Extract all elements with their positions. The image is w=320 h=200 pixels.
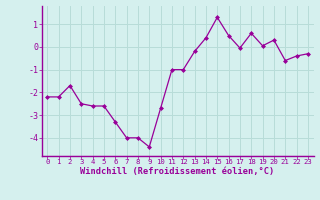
X-axis label: Windchill (Refroidissement éolien,°C): Windchill (Refroidissement éolien,°C) xyxy=(80,167,275,176)
